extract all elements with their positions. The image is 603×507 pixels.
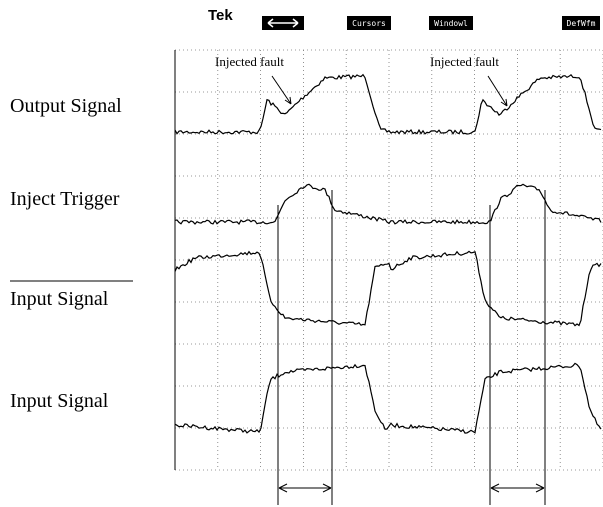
signal-label: Output Signal [10, 95, 122, 117]
brand: Tek [208, 7, 233, 24]
annotation-arrow [272, 76, 291, 104]
grid [175, 50, 603, 470]
menu-label: Cursors [352, 19, 386, 28]
annotation-arrow [488, 76, 507, 106]
annotation: Injected fault [430, 54, 499, 69]
signal-label: Input Signal [10, 390, 109, 412]
waveform [175, 251, 601, 325]
traces [175, 75, 601, 433]
waveform [175, 75, 601, 134]
scope-capture: Tek Cursors Windowl DefWfm Output Signal… [0, 0, 603, 507]
annotation: Injected fault [215, 54, 284, 69]
page: {"header": {"brand": "Tek", "menu": ["Cu… [0, 0, 603, 507]
signal-label: Input Signal [10, 288, 109, 310]
interval-arrow [279, 484, 544, 492]
menu-label: DefWfm [567, 19, 596, 28]
waveform [175, 363, 601, 433]
menu-bar: Cursors Windowl DefWfm [262, 16, 600, 30]
signal-label: Inject Trigger [10, 188, 120, 210]
menu-label: Windowl [434, 19, 468, 28]
